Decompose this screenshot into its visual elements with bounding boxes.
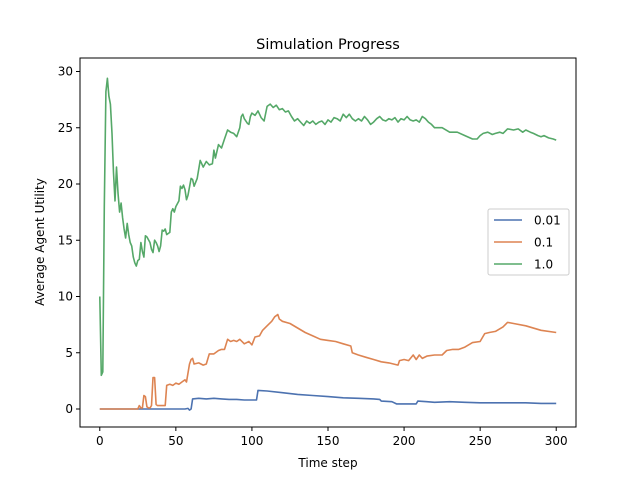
series-line-0 bbox=[99, 389, 557, 411]
x-tick-label: 150 bbox=[317, 434, 340, 448]
x-tick-label: 100 bbox=[240, 434, 263, 448]
legend-label-0: 0.01 bbox=[534, 213, 561, 227]
y-tick-label: 0 bbox=[65, 402, 73, 416]
y-tick-label: 25 bbox=[58, 121, 73, 135]
y-tick-label: 30 bbox=[58, 65, 73, 79]
legend-label-2: 1.0 bbox=[534, 257, 553, 271]
series-line-1 bbox=[99, 313, 557, 410]
legend-box bbox=[487, 208, 570, 276]
x-tick-label: 50 bbox=[168, 434, 183, 448]
y-tick-label: 10 bbox=[58, 290, 73, 304]
x-tick-label: 300 bbox=[545, 434, 568, 448]
y-tick-label: 5 bbox=[65, 346, 73, 360]
chart-title: Simulation Progress bbox=[256, 37, 400, 53]
series-layer bbox=[99, 77, 557, 411]
x-axis: 0 50 100 150 200 250 300 bbox=[96, 427, 568, 448]
y-axis: 0 5 10 15 20 25 30 bbox=[58, 65, 80, 416]
y-tick-label: 15 bbox=[58, 233, 73, 247]
y-axis-title: Average Agent Utility bbox=[33, 178, 47, 306]
x-axis-title: Time step bbox=[297, 456, 357, 470]
x-tick-label: 200 bbox=[393, 434, 416, 448]
x-tick-label: 250 bbox=[469, 434, 492, 448]
series-line-2 bbox=[99, 77, 557, 377]
legend-items: 0.01 0.1 1.0 bbox=[494, 213, 561, 271]
y-tick-label: 20 bbox=[58, 177, 73, 191]
legend-label-1: 0.1 bbox=[534, 235, 553, 249]
x-tick-label: 0 bbox=[96, 434, 104, 448]
legend: 0.01 0.1 1.0 bbox=[487, 208, 570, 276]
